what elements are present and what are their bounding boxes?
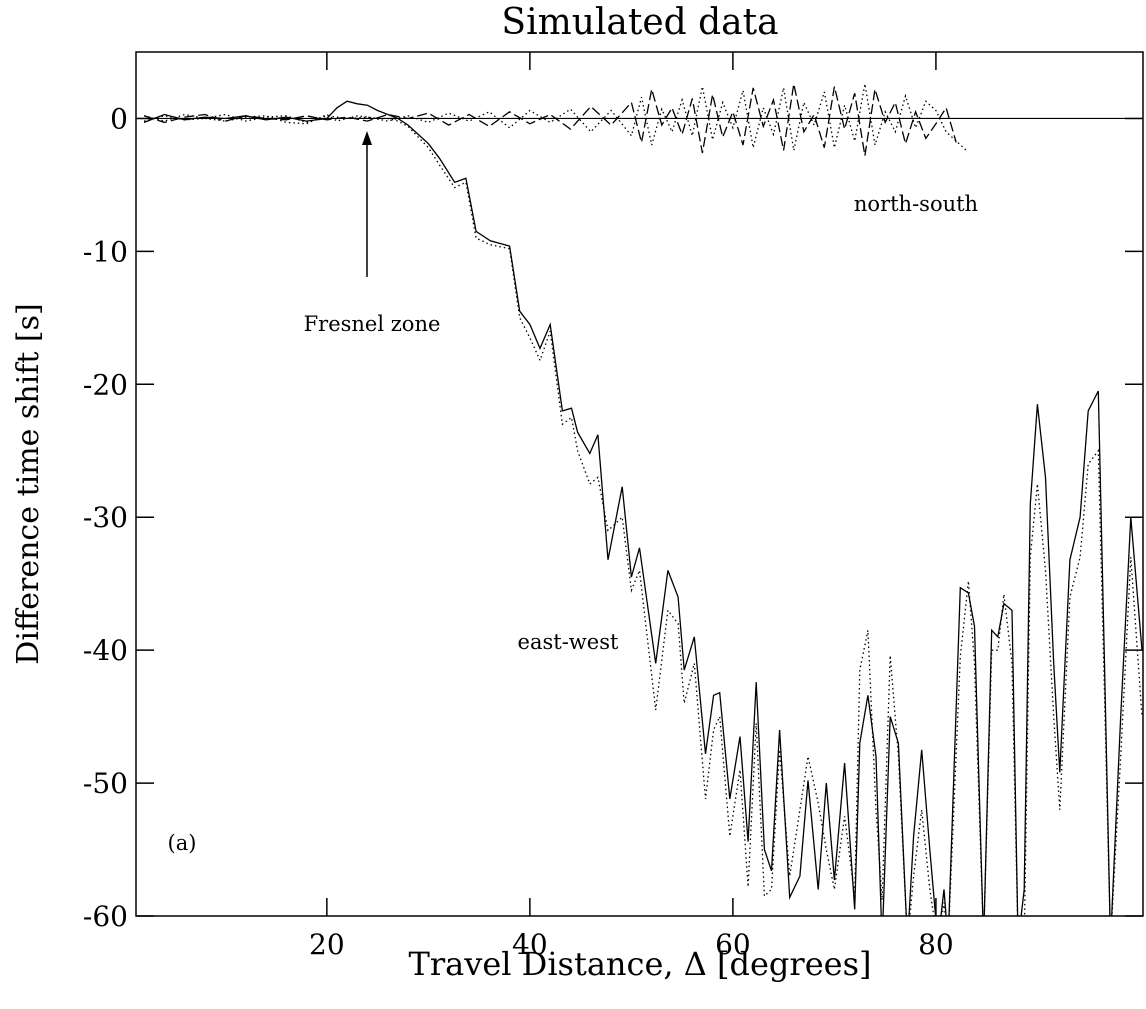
x-tick-label: 20 [309,928,345,961]
x-tick-label: 80 [918,928,954,961]
y-tick-label: -30 [83,501,128,534]
series-line [143,83,957,156]
x-tick-label: 60 [715,928,751,961]
y-axis-title: Difference time shift [s] [11,303,46,664]
arrow-head [362,131,372,145]
fresnel-label: Fresnel zone [304,312,441,336]
y-tick-label: 0 [110,102,128,135]
y-tick-label: -40 [83,634,128,667]
y-tick-label: -50 [83,767,128,800]
x-axis-title: Travel Distance, Δ [degrees] [409,945,872,983]
series-line [143,113,1143,916]
y-tick-label: -20 [83,368,128,401]
north-south-label: north-south [854,192,978,216]
x-tick-label: 40 [512,928,548,961]
y-tick-label: -60 [83,900,128,933]
chart-title: Simulated data [501,2,778,43]
series-line [143,83,967,151]
east-west-label: east-west [518,630,619,654]
panel-label: (a) [168,831,197,855]
y-tick-label: -10 [83,235,128,268]
plot-frame [135,51,1144,917]
series-line [143,100,1143,916]
